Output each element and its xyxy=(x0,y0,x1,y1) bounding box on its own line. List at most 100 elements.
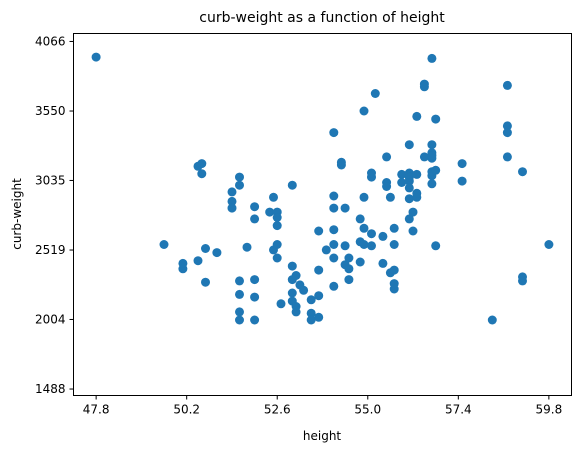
data-point xyxy=(412,111,422,121)
data-point xyxy=(340,203,350,213)
data-point xyxy=(314,265,324,275)
x-tick-label: 52.6 xyxy=(264,403,291,417)
data-point xyxy=(367,241,376,251)
data-point xyxy=(314,312,324,322)
data-point xyxy=(412,169,422,179)
data-point xyxy=(235,172,244,182)
data-point xyxy=(340,241,350,251)
x-tick-label: 47.8 xyxy=(83,403,110,417)
data-point xyxy=(227,196,237,206)
data-point xyxy=(276,299,286,309)
data-point xyxy=(385,192,395,202)
data-point xyxy=(431,114,441,124)
data-point xyxy=(344,253,354,263)
data-point xyxy=(404,183,414,193)
data-point xyxy=(235,315,244,325)
x-tick-label: 50.2 xyxy=(173,403,200,417)
data-point xyxy=(502,152,512,162)
data-point xyxy=(397,178,407,187)
data-point xyxy=(389,265,399,275)
data-point xyxy=(457,176,467,186)
data-point xyxy=(389,223,399,233)
chart-title: curb-weight as a function of height xyxy=(199,10,445,26)
data-point xyxy=(159,240,169,249)
data-point xyxy=(544,240,554,249)
data-point xyxy=(389,279,399,289)
data-point xyxy=(431,241,441,251)
data-point xyxy=(378,258,388,268)
data-point xyxy=(431,165,441,175)
data-point xyxy=(457,159,467,169)
data-point xyxy=(242,242,252,252)
data-point xyxy=(329,203,339,213)
x-tick-label: 57.4 xyxy=(445,403,472,417)
data-point xyxy=(427,140,437,150)
data-point xyxy=(382,182,392,191)
data-point xyxy=(382,152,392,162)
data-point xyxy=(502,121,512,131)
data-point xyxy=(272,213,282,222)
data-point xyxy=(336,157,346,167)
data-point xyxy=(427,53,437,63)
y-tick-label: 3035 xyxy=(35,173,66,187)
data-point xyxy=(272,240,282,249)
y-tick-label: 1488 xyxy=(35,382,66,396)
data-point xyxy=(235,289,244,299)
data-point xyxy=(359,223,369,233)
data-point xyxy=(355,214,365,224)
data-point xyxy=(427,179,437,189)
data-point xyxy=(314,226,324,236)
x-axis: 47.8 50.2 52.6 55.0 57.4 59.8 xyxy=(83,395,562,417)
data-point xyxy=(378,231,388,241)
data-point xyxy=(359,106,369,116)
data-point xyxy=(518,272,527,282)
data-point xyxy=(197,169,207,179)
y-tick-label: 4066 xyxy=(35,34,66,48)
data-point xyxy=(419,152,429,162)
data-point xyxy=(265,207,275,217)
data-point xyxy=(235,180,244,190)
data-point xyxy=(250,315,260,325)
data-point xyxy=(412,188,422,198)
data-point xyxy=(193,256,203,266)
data-point xyxy=(408,226,418,236)
data-point xyxy=(329,128,339,138)
data-point xyxy=(408,207,418,217)
data-point xyxy=(321,245,331,255)
data-point xyxy=(419,82,429,92)
data-point xyxy=(329,253,339,263)
data-point xyxy=(404,172,414,182)
data-point xyxy=(359,240,369,249)
data-point xyxy=(178,258,188,268)
data-point xyxy=(287,288,297,298)
data-point xyxy=(212,248,222,258)
data-point xyxy=(306,295,316,305)
data-point xyxy=(329,191,339,201)
data-point xyxy=(235,307,244,317)
data-point xyxy=(306,308,316,318)
data-point xyxy=(518,167,527,177)
data-point xyxy=(272,221,282,231)
data-point xyxy=(197,159,207,169)
data-point xyxy=(487,315,497,325)
x-tick-label: 55.0 xyxy=(354,403,381,417)
data-point xyxy=(291,302,301,311)
data-point xyxy=(329,240,339,249)
data-point xyxy=(502,128,512,138)
data-point xyxy=(291,271,301,280)
x-axis-label: height xyxy=(303,429,342,443)
y-axis: 1488 2004 2519 3035 3550 4066 xyxy=(35,34,74,396)
data-point xyxy=(250,275,260,285)
data-point xyxy=(287,261,297,271)
data-point xyxy=(227,187,237,197)
data-point xyxy=(359,192,369,202)
data-point xyxy=(250,292,260,302)
data-point xyxy=(235,276,244,286)
data-point xyxy=(502,80,512,90)
data-point xyxy=(389,240,399,249)
data-point xyxy=(299,285,309,295)
data-point xyxy=(397,169,407,179)
data-point xyxy=(367,168,376,178)
y-tick-label: 2519 xyxy=(35,243,66,257)
